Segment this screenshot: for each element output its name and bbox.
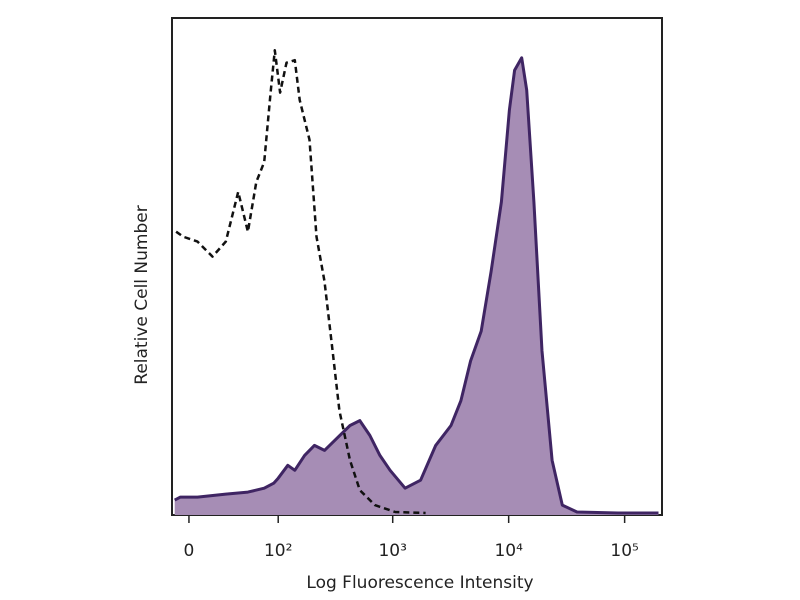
y-axis-label: Relative Cell Number: [132, 205, 152, 384]
histogram-line: [174, 56, 659, 515]
x-axis-label: Log Fluorescence Intensity: [306, 573, 533, 593]
x-tick-label: 10³: [378, 541, 406, 561]
plot-frame: [171, 17, 663, 516]
x-tick-label: 0: [184, 541, 195, 561]
plot-area: [174, 49, 659, 515]
dashed-line: [175, 49, 426, 515]
x-tick-label: 10⁵: [610, 541, 638, 561]
area-fill: [174, 57, 659, 515]
x-tick-label: 10⁴: [494, 541, 523, 561]
x-tick-label: 10²: [264, 541, 292, 561]
